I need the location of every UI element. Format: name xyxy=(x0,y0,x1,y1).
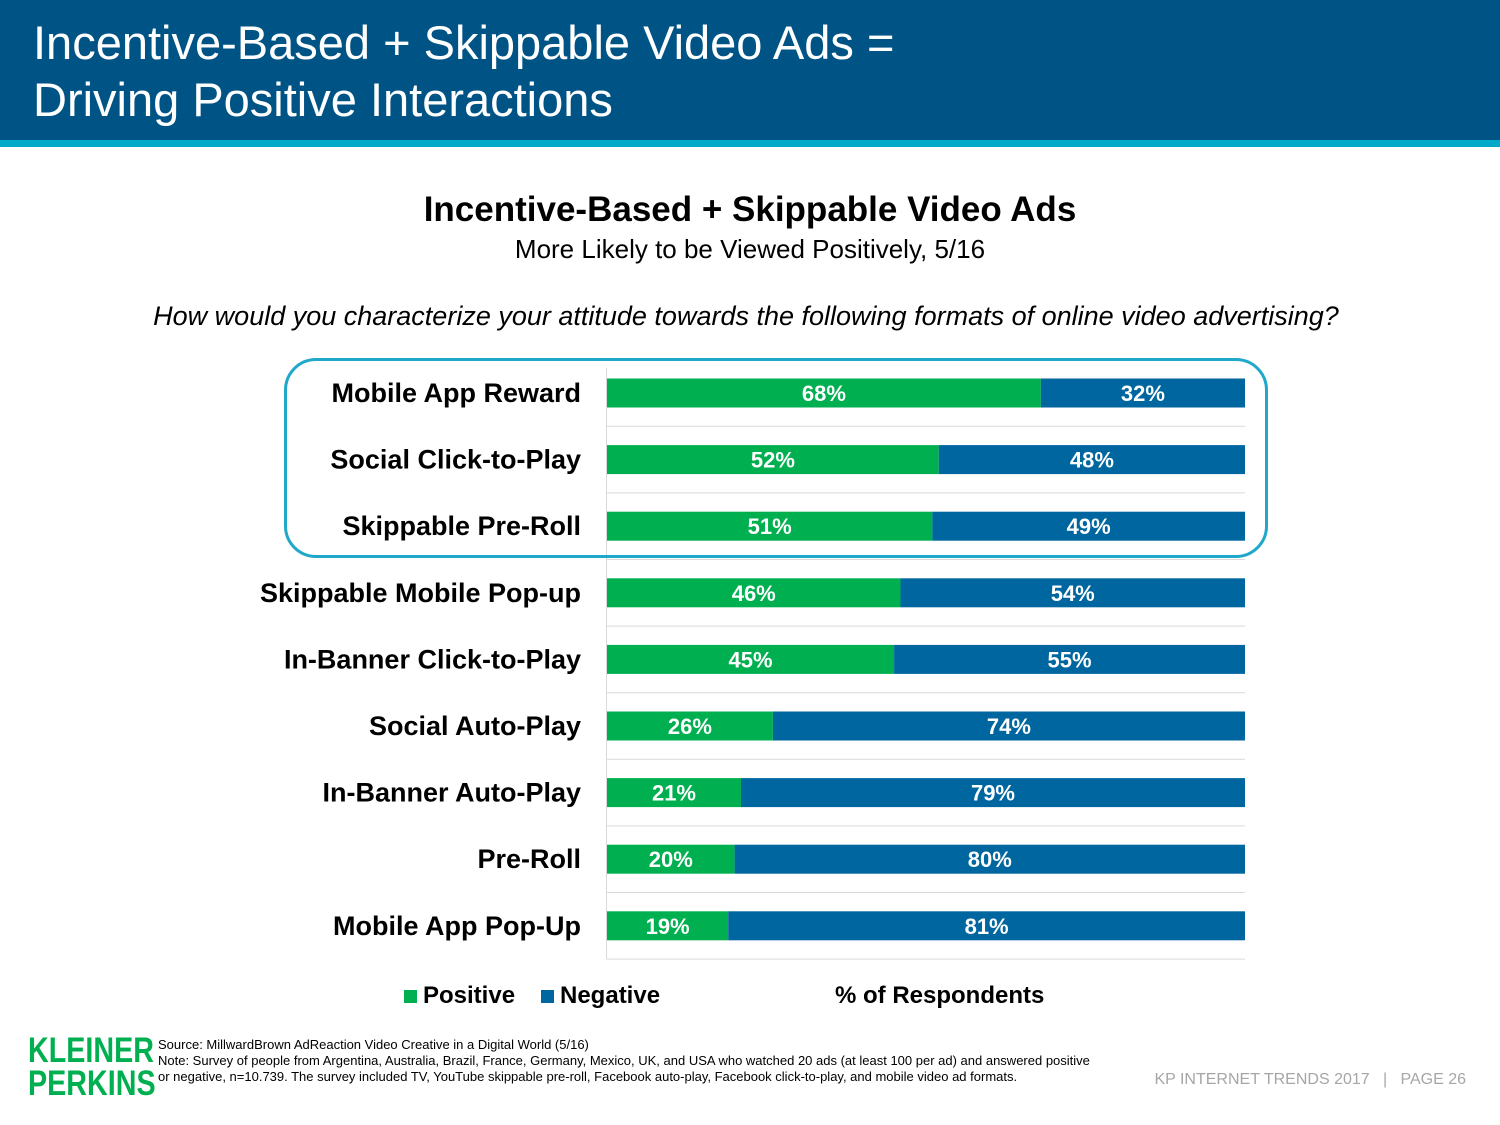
category-label: Social Click-to-Play xyxy=(330,445,581,475)
bar-negative xyxy=(734,844,1245,874)
category-label: Pre-Roll xyxy=(477,844,581,874)
category-label: Mobile App Pop-Up xyxy=(333,911,581,941)
bar-negative xyxy=(728,911,1245,941)
category-label: In-Banner Click-to-Play xyxy=(284,644,581,674)
header-accent-line xyxy=(0,140,1500,147)
bar-positive xyxy=(607,911,729,941)
logo-line-1: KLEINER xyxy=(28,1031,154,1070)
data-label-positive: 26% xyxy=(668,714,712,739)
bar-negative xyxy=(740,778,1245,808)
legend-positive: Positive xyxy=(404,982,515,1010)
note-text: Note: Survey of people from Argentina, A… xyxy=(158,1053,1090,1084)
category-label: Skippable Pre-Roll xyxy=(342,511,581,541)
data-label-positive: 52% xyxy=(751,448,795,473)
data-label-negative: 48% xyxy=(1070,448,1114,473)
bar-negative xyxy=(938,445,1245,475)
bar-negative xyxy=(1040,378,1245,408)
data-label-negative: 54% xyxy=(1051,581,1095,606)
data-label-positive: 20% xyxy=(649,847,693,872)
highlight-box xyxy=(284,358,1268,558)
unit-label: % of Respondents xyxy=(835,982,1045,1009)
bar-positive xyxy=(607,511,933,541)
bar-positive xyxy=(607,578,901,608)
legend-label-positive: Positive xyxy=(423,982,516,1009)
category-label: Skippable Mobile Pop-up xyxy=(260,578,581,608)
page-footer: KP INTERNET TRENDS 2017 | PAGE 26 xyxy=(1154,1071,1466,1088)
legend-negative: Negative xyxy=(541,982,660,1010)
data-label-negative: 80% xyxy=(968,847,1012,872)
bar-negative xyxy=(772,711,1245,741)
legend-swatch-negative xyxy=(541,989,554,1003)
bar-positive xyxy=(607,445,939,475)
bar-negative xyxy=(894,644,1245,674)
data-label-negative: 81% xyxy=(965,914,1009,939)
slide-title: Incentive-Based + Skippable Video Ads = … xyxy=(33,16,895,126)
logo-line-2: PERKINS xyxy=(28,1064,156,1103)
bar-positive xyxy=(607,711,773,741)
source-text: Source: MillwardBrown AdReaction Video C… xyxy=(158,1037,589,1052)
data-label-positive: 46% xyxy=(732,581,776,606)
data-label-negative: 55% xyxy=(1048,647,1092,672)
source-note: Source: MillwardBrown AdReaction Video C… xyxy=(158,1037,1098,1085)
data-label-negative: 32% xyxy=(1121,381,1165,406)
bar-positive xyxy=(607,644,895,674)
category-label: Mobile App Reward xyxy=(331,378,581,408)
bar-positive xyxy=(607,378,1041,408)
chart-title: Incentive-Based + Skippable Video Ads xyxy=(423,190,1077,229)
data-label-positive: 19% xyxy=(646,914,690,939)
legend-swatch-positive xyxy=(404,989,417,1003)
data-label-positive: 68% xyxy=(802,381,846,406)
data-label-positive: 45% xyxy=(729,647,773,672)
slide-header xyxy=(0,0,1500,140)
bar-positive xyxy=(607,844,735,874)
data-label-negative: 74% xyxy=(987,714,1031,739)
data-label-positive: 51% xyxy=(748,514,792,539)
data-label-negative: 49% xyxy=(1067,514,1111,539)
survey-question: How would you characterize your attitude… xyxy=(153,301,1339,331)
data-label-negative: 79% xyxy=(971,781,1015,806)
bar-negative xyxy=(900,578,1245,608)
data-label-positive: 21% xyxy=(652,781,696,806)
category-label: In-Banner Auto-Play xyxy=(322,778,581,808)
chart-subtitle: More Likely to be Viewed Positively, 5/1… xyxy=(514,234,986,264)
kleiner-perkins-logo: KLEINER PERKINS xyxy=(28,1031,156,1103)
category-label: Social Auto-Play xyxy=(369,711,581,741)
bar-positive xyxy=(607,778,741,808)
legend-label-negative: Negative xyxy=(560,982,661,1009)
bar-negative xyxy=(932,511,1245,541)
